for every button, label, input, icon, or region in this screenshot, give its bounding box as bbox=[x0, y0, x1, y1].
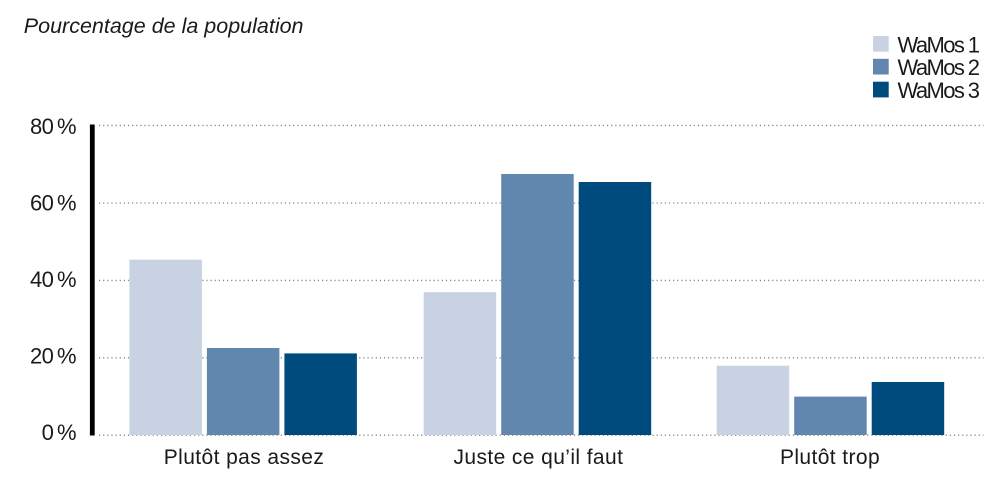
svg-text:60 %: 60 % bbox=[30, 190, 76, 215]
svg-text:40 %: 40 % bbox=[30, 267, 76, 292]
svg-text:Juste ce qu’il faut: Juste ce qu’il faut bbox=[453, 446, 623, 469]
svg-text:WaMos 1: WaMos 1 bbox=[898, 32, 980, 57]
svg-text:Plutôt pas assez: Plutôt pas assez bbox=[164, 446, 325, 469]
svg-text:80 %: 80 % bbox=[30, 114, 76, 139]
svg-text:Plutôt trop: Plutôt trop bbox=[780, 446, 880, 469]
svg-text:0 %: 0 % bbox=[42, 420, 76, 445]
svg-text:WaMos 2: WaMos 2 bbox=[898, 55, 980, 80]
svg-text:WaMos 3: WaMos 3 bbox=[898, 78, 980, 103]
svg-text:Pourcentage de la population: Pourcentage de la population bbox=[24, 14, 304, 38]
svg-text:20 %: 20 % bbox=[30, 343, 76, 368]
